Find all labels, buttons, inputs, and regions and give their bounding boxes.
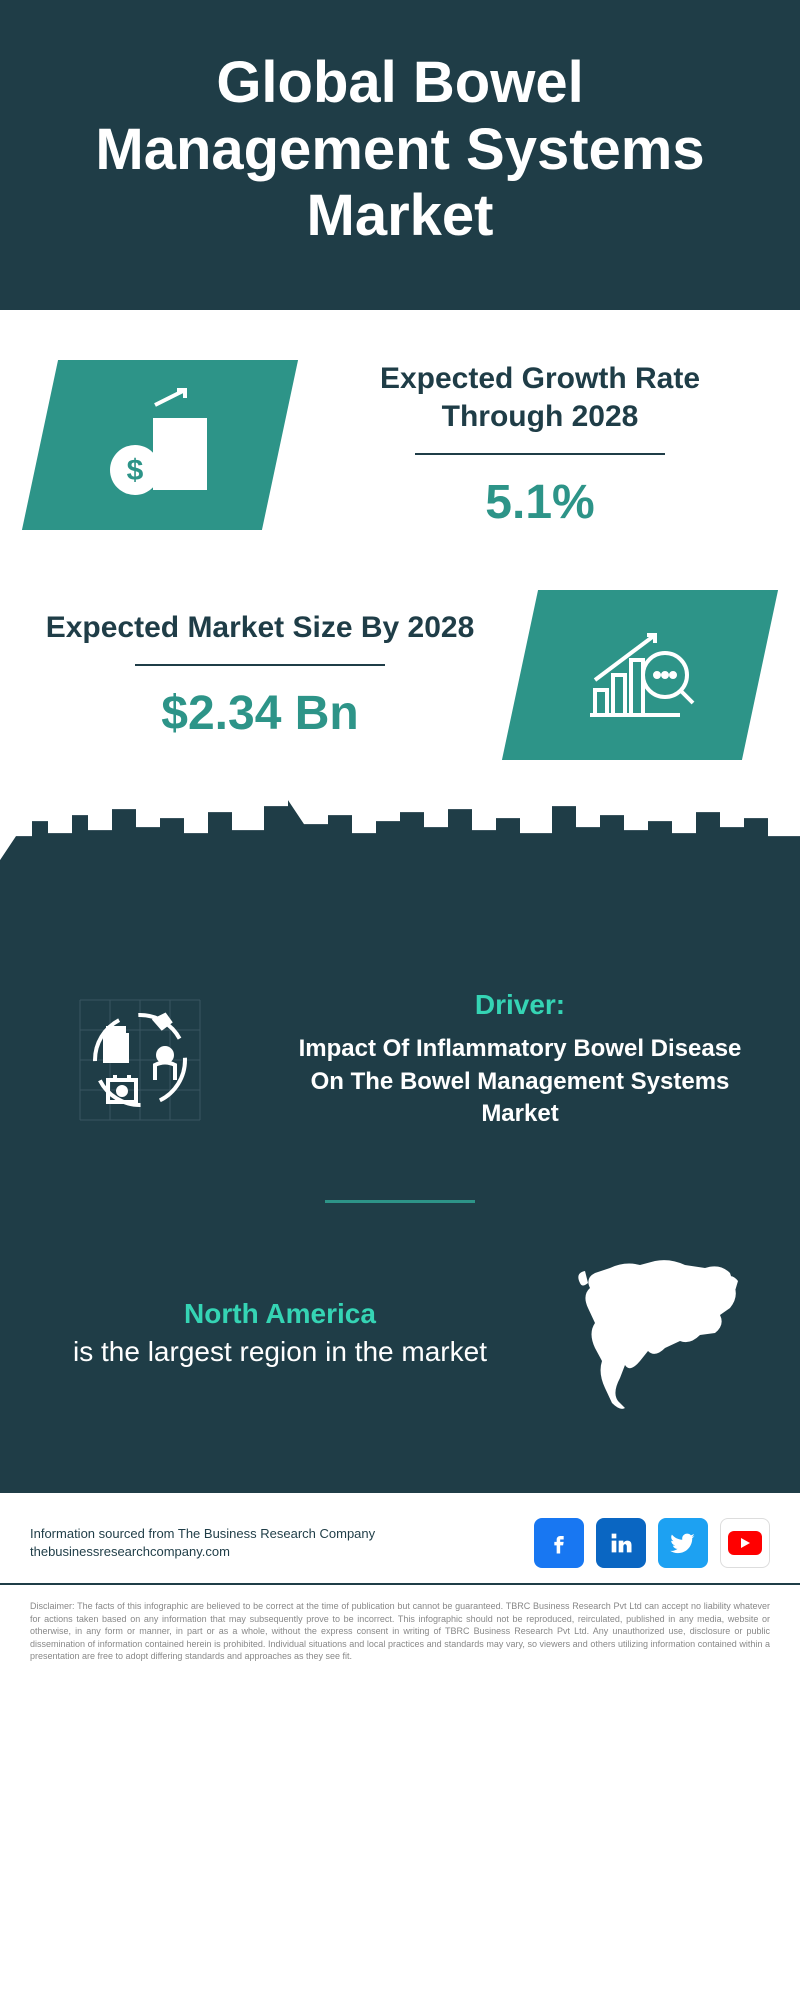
stat-size-value: $2.34 Bn: [40, 686, 480, 741]
facebook-icon[interactable]: [534, 1518, 584, 1568]
stat-market-size: Expected Market Size By 2028 $2.34 Bn: [40, 590, 760, 760]
skyline-divider: [0, 860, 800, 970]
stats-section: $ Expected Growth Rate Through 2028 5.1%: [0, 310, 800, 860]
footer: Information sourced from The Business Re…: [0, 1493, 800, 1585]
stat-growth-rate: $ Expected Growth Rate Through 2028 5.1%: [40, 360, 760, 530]
twitter-icon[interactable]: [658, 1518, 708, 1568]
footer-url: thebusinessresearchcompany.com: [30, 1543, 375, 1561]
region-row: North America is the largest region in t…: [40, 1253, 760, 1413]
driver-text: Driver: Impact Of Inflammatory Bowel Dis…: [280, 989, 760, 1130]
driver-row: Driver: Impact Of Inflammatory Bowel Dis…: [40, 980, 760, 1140]
region-rest: is the largest region in the market: [73, 1336, 487, 1367]
stat-growth-label: Expected Growth Rate Through 2028: [320, 360, 760, 435]
header-banner: Global Bowel Management Systems Market: [0, 0, 800, 310]
disclaimer-text: Disclaimer: The facts of this infographi…: [0, 1585, 800, 1693]
driver-description: Impact Of Inflammatory Bowel Disease On …: [280, 1033, 760, 1130]
dark-section: Driver: Impact Of Inflammatory Bowel Dis…: [0, 970, 800, 1493]
region-highlight: North America: [184, 1298, 376, 1329]
divider: [415, 453, 665, 455]
divider: [135, 664, 385, 666]
stat-growth-value: 5.1%: [320, 475, 760, 530]
region-text: North America is the largest region in t…: [40, 1295, 520, 1371]
svg-text:$: $: [127, 454, 144, 487]
stat-growth-text: Expected Growth Rate Through 2028 5.1%: [320, 360, 760, 530]
stat-size-label: Expected Market Size By 2028: [40, 609, 480, 647]
footer-source: Information sourced from The Business Re…: [30, 1525, 375, 1543]
money-growth-icon: $: [22, 360, 298, 530]
analytics-icon: [502, 590, 778, 760]
footer-text: Information sourced from The Business Re…: [30, 1525, 375, 1561]
teal-divider: [325, 1200, 475, 1203]
linkedin-icon[interactable]: [596, 1518, 646, 1568]
north-america-map-icon: [560, 1253, 760, 1413]
youtube-icon[interactable]: [720, 1518, 770, 1568]
stat-size-text: Expected Market Size By 2028 $2.34 Bn: [40, 609, 480, 742]
driver-label: Driver:: [280, 989, 760, 1021]
social-icons: [534, 1518, 770, 1568]
page-title: Global Bowel Management Systems Market: [40, 50, 760, 250]
business-circle-icon: [40, 980, 240, 1140]
